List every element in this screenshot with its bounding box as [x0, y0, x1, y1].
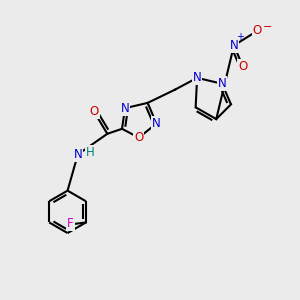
Text: N: N — [152, 117, 161, 130]
Text: O: O — [134, 131, 143, 144]
Text: N: N — [74, 148, 82, 161]
Text: O: O — [89, 105, 99, 118]
Text: +: + — [236, 32, 244, 42]
Text: N: N — [218, 77, 226, 90]
Text: O: O — [238, 60, 248, 73]
Text: O: O — [253, 24, 262, 37]
Text: N: N — [230, 39, 238, 52]
Text: −: − — [263, 22, 272, 32]
Text: H: H — [86, 146, 94, 159]
Text: F: F — [67, 218, 74, 230]
Text: N: N — [121, 102, 129, 115]
Text: N: N — [193, 71, 202, 84]
